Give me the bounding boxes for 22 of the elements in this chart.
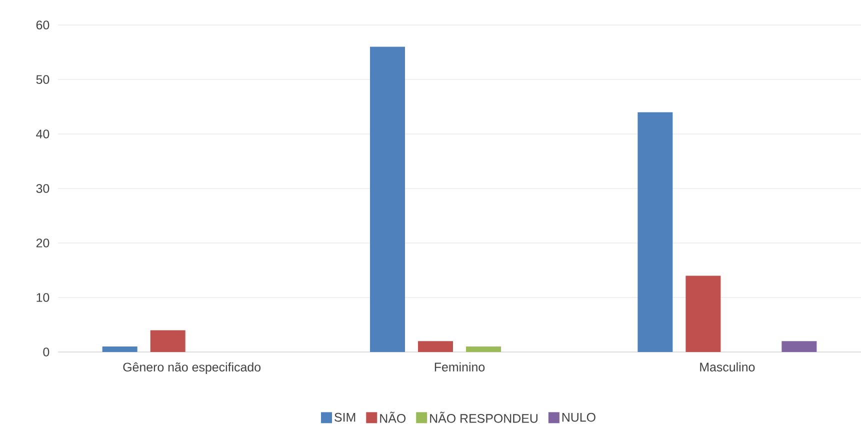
y-tick-label: 10 (36, 293, 50, 302)
x-tick-label: Masculino (700, 362, 755, 372)
legend-label: NÃO RESPONDEU (430, 412, 538, 423)
bar (418, 341, 454, 352)
x-tick-label: Feminino (434, 362, 485, 372)
y-tick-label: 0 (43, 348, 50, 356)
legend-label: NÃO (380, 412, 406, 423)
y-tick-label: 50 (36, 75, 50, 84)
x-tick-label: Gênero não especificado (123, 362, 261, 374)
bar (686, 276, 721, 352)
bar (638, 112, 673, 352)
bar (466, 346, 502, 352)
legend-label: SIM (334, 412, 356, 422)
legend-label: NULO (562, 412, 596, 422)
bar (150, 330, 186, 352)
y-tick-label: 30 (36, 184, 50, 193)
y-tick-label: 20 (36, 238, 50, 248)
y-tick-label: 40 (36, 130, 50, 138)
bar (370, 46, 406, 352)
bar (782, 341, 817, 352)
bar (102, 346, 138, 352)
y-tick-label: 60 (36, 20, 50, 30)
